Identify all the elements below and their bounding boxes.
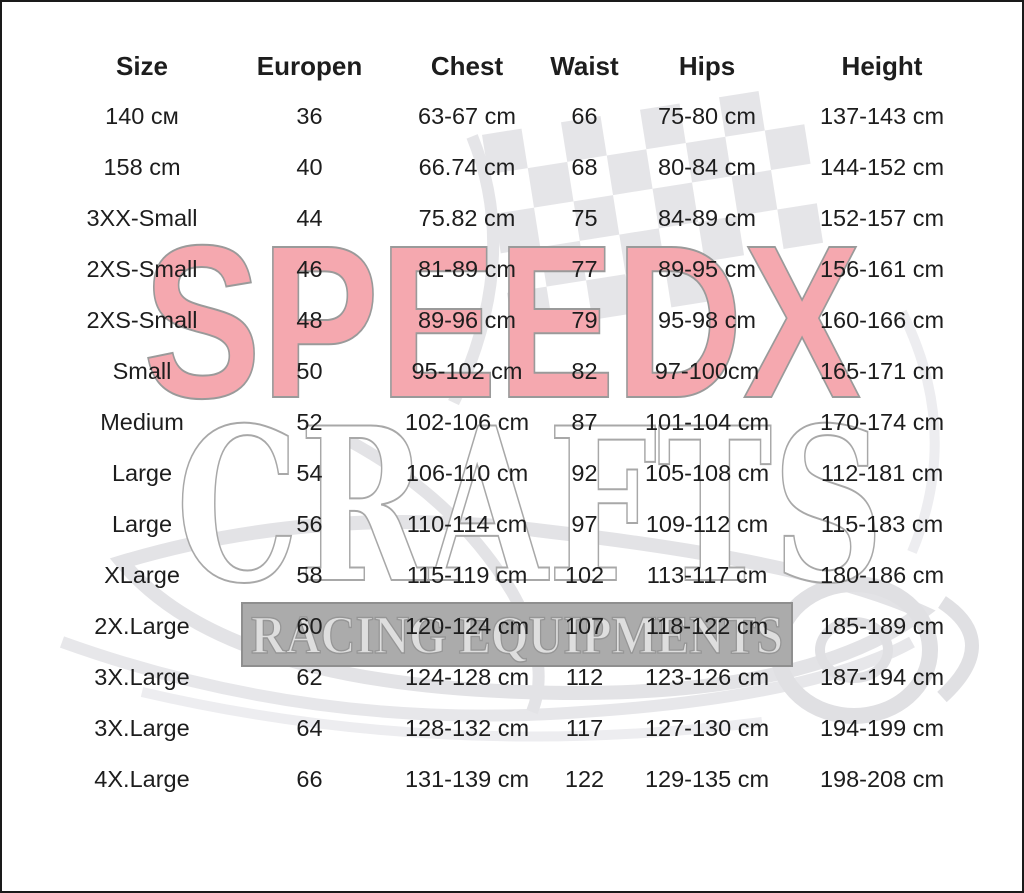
table-cell: 106-110 cm <box>405 460 529 486</box>
table-cell: 97-100cm <box>654 358 760 384</box>
table-cell: 87 <box>571 409 598 435</box>
table-cell: Medium <box>100 409 184 435</box>
table-cell: 105-108 cm <box>644 460 770 486</box>
table-cell: 80-84 cm <box>658 154 756 180</box>
column-header-chest: Chest <box>430 50 504 81</box>
column-header-height: Height <box>841 50 923 81</box>
table-cell: 129-135 cm <box>644 766 770 792</box>
table-cell: 92 <box>571 460 598 486</box>
size-table: Size Europen Chest Waist Hips Height 140 см 36 6… <box>57 40 977 805</box>
speedx-watermark: SPEEDX <box>143 201 861 444</box>
table-cell: 112-181 cm <box>820 460 944 486</box>
table-cell: 127-130 cm <box>644 715 770 741</box>
table-cell: 113-117 cm <box>646 562 768 588</box>
table-cell: 194-199 cm <box>819 715 945 741</box>
table-cell: 89-95 cm <box>658 256 756 282</box>
table-cell: 131-139 cm <box>404 766 530 792</box>
racing-equipments-label: RACING EQUIPMENTS <box>251 605 783 665</box>
table-cell: 79 <box>571 307 598 333</box>
table-cell: 102 <box>564 562 605 588</box>
table-cell: 3X.Large <box>94 715 190 741</box>
table-cell: 82 <box>571 358 598 384</box>
table-cell: 140 см <box>105 103 179 129</box>
table-cell: 122 <box>564 766 605 792</box>
table-cell: 62 <box>296 664 323 690</box>
table-cell: 107 <box>564 613 605 639</box>
table-cell: Large <box>111 460 173 486</box>
table-cell: 95-98 cm <box>658 307 756 333</box>
table-cell: Small <box>112 358 172 384</box>
column-header-size: Size <box>115 50 169 81</box>
table-cell: 89-96 cm <box>418 307 516 333</box>
kart-watermark <box>59 91 979 742</box>
table-cell: 58 <box>296 562 323 588</box>
table-cell: 185-189 cm <box>819 613 945 639</box>
table-cell: 123-126 cm <box>644 664 770 690</box>
table-cell: 2X.Large <box>94 613 190 639</box>
table-cell: 158 cm <box>103 154 181 180</box>
table-cell: 198-208 cm <box>819 766 945 792</box>
table-cell: 66.74 cm <box>418 154 516 180</box>
table-cell: 102-106 cm <box>404 409 530 435</box>
table-cell: 84-89 cm <box>658 205 756 231</box>
table-cell: 4X.Large <box>94 766 190 792</box>
column-header-waist: Waist <box>550 50 619 81</box>
table-cell: 160-166 cm <box>819 307 945 333</box>
table-cell: 81-89 cm <box>418 256 516 282</box>
table-cell: 109-112 cm <box>645 511 769 537</box>
table-cell: 115-119 cm <box>406 562 528 588</box>
table-cell: 68 <box>571 154 598 180</box>
column-header-europen: Europen <box>256 50 363 81</box>
table-cell: 75 <box>571 205 598 231</box>
table-cell: 66 <box>571 103 598 129</box>
table-cell: 152-157 cm <box>819 205 945 231</box>
table-cell: 2XS-Small <box>86 307 198 333</box>
table-cell: 97 <box>571 511 598 537</box>
table-cell: 120-124 cm <box>404 613 530 639</box>
table-cell: Large <box>111 511 173 537</box>
table-cell: 60 <box>296 613 323 639</box>
racing-equipments-banner <box>241 602 793 667</box>
table-cell: 101-104 cm <box>644 409 770 435</box>
table-cell: 46 <box>296 256 323 282</box>
table-cell: 180-186 cm <box>819 562 945 588</box>
table-cell: 128-132 cm <box>404 715 530 741</box>
table-cell: 187-194 cm <box>819 664 945 690</box>
table-cell: 66 <box>296 766 323 792</box>
table-cell: 48 <box>296 307 323 333</box>
table-cell: 170-174 cm <box>819 409 945 435</box>
table-cell: XLarge <box>104 562 180 588</box>
table-cell: 75.82 cm <box>418 205 516 231</box>
table-cell: 56 <box>296 511 323 537</box>
table-cell: 44 <box>296 205 323 231</box>
table-cell: 124-128 cm <box>404 664 530 690</box>
table-cell: 110-114 cm <box>406 511 528 537</box>
table-cell: 64 <box>296 715 323 741</box>
table-cell: 95-102 cm <box>411 358 523 384</box>
table-cell: 117 <box>565 715 604 741</box>
table-cell: 3X.Large <box>94 664 190 690</box>
table-cell: 165-171 cm <box>819 358 945 384</box>
table-cell: 118-122 cm <box>645 613 769 639</box>
table-cell: 112 <box>565 664 604 690</box>
table-cell: 144-152 cm <box>819 154 945 180</box>
table-cell: 2XS-Small <box>86 256 198 282</box>
table-cell: 54 <box>296 460 323 486</box>
table-cell: 156-161 cm <box>819 256 945 282</box>
table-cell: 115-183 cm <box>820 511 944 537</box>
crafts-watermark: CRAFTS <box>176 381 884 630</box>
table-cell: 3XX-Small <box>86 205 198 231</box>
column-header-hips: Hips <box>678 50 736 81</box>
table-cell: 40 <box>296 154 323 180</box>
table-cell: 77 <box>571 256 598 282</box>
table-cell: 75-80 cm <box>658 103 756 129</box>
table-cell: 63-67 cm <box>418 103 516 129</box>
table-cell: 50 <box>296 358 323 384</box>
table-cell: 36 <box>296 103 323 129</box>
table-cell: 137-143 cm <box>819 103 945 129</box>
table-cell: 52 <box>296 409 323 435</box>
